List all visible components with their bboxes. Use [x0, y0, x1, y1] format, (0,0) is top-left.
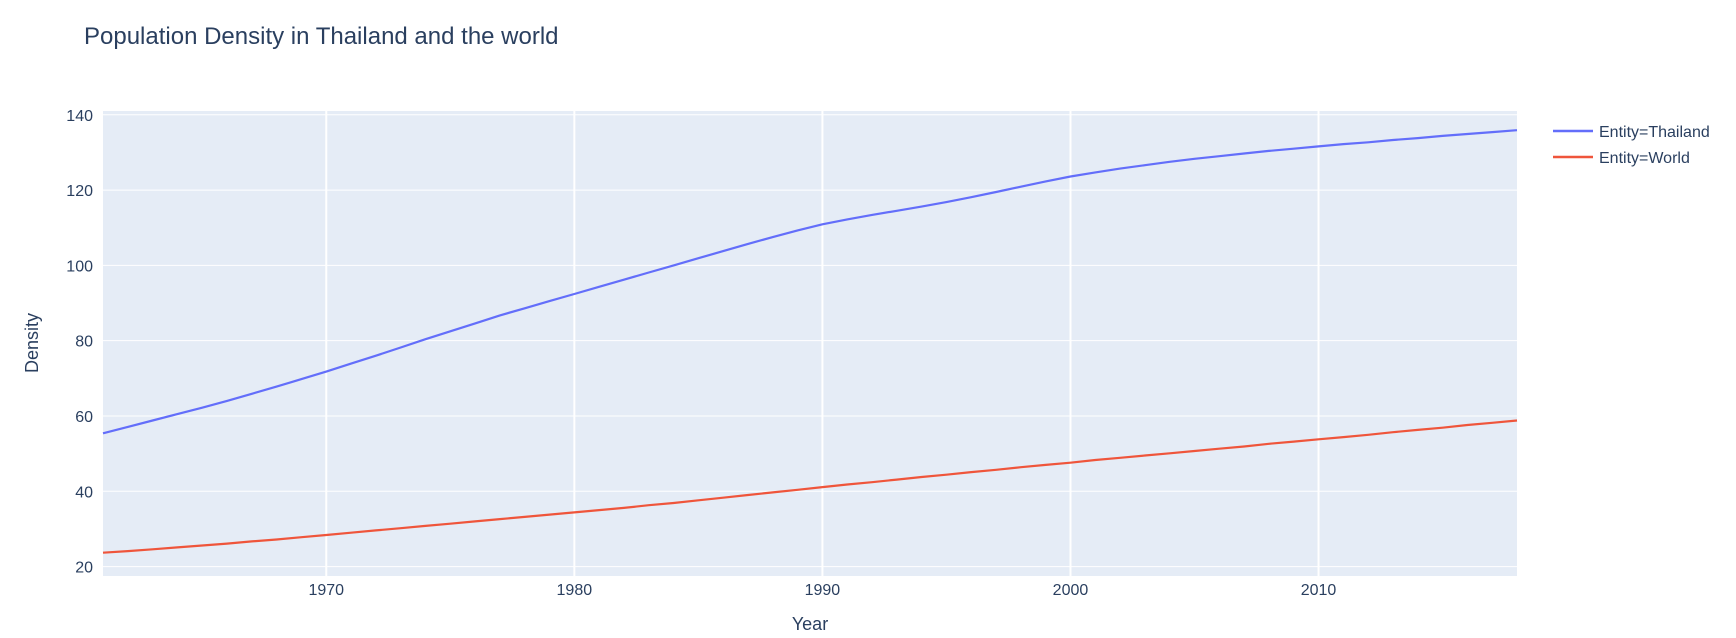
- y-tick-label: 40: [75, 484, 93, 501]
- legend[interactable]: Entity=Thailand Entity=World: [1553, 124, 1710, 167]
- x-axis-title: Year: [792, 614, 828, 634]
- x-tick-label: 2000: [1053, 582, 1089, 599]
- y-tick-label: 140: [66, 108, 93, 125]
- series-line-2: [102, 419, 1518, 554]
- series-line-1: [102, 129, 1518, 435]
- x-tick-label: 2010: [1301, 582, 1337, 599]
- series-lines: [102, 129, 1518, 554]
- y-tick-label: 60: [75, 409, 93, 426]
- x-tick-label: 1990: [805, 582, 841, 599]
- x-tick-label: 1980: [557, 582, 593, 599]
- y-tick-label: 120: [66, 183, 93, 200]
- axis-ticks: 20 40 60 80 100 120 140 1970 1980 1990 2000 2010: [66, 108, 1336, 599]
- y-tick-label: 80: [75, 334, 93, 351]
- y-tick-label: 100: [66, 258, 93, 275]
- x-tick-label: 1970: [308, 582, 344, 599]
- legend-label: Entity=Thailand: [1599, 124, 1710, 141]
- legend-label: Entity=World: [1599, 150, 1690, 167]
- chart-title: Population Density in Thailand and the w…: [84, 23, 559, 50]
- y-tick-label: 20: [75, 560, 93, 577]
- y-axis-title: Density: [22, 313, 42, 373]
- grid: [103, 111, 1517, 576]
- legend-item[interactable]: Entity=World: [1553, 150, 1690, 167]
- plot-area: [103, 111, 1517, 576]
- legend-item[interactable]: Entity=Thailand: [1553, 124, 1710, 141]
